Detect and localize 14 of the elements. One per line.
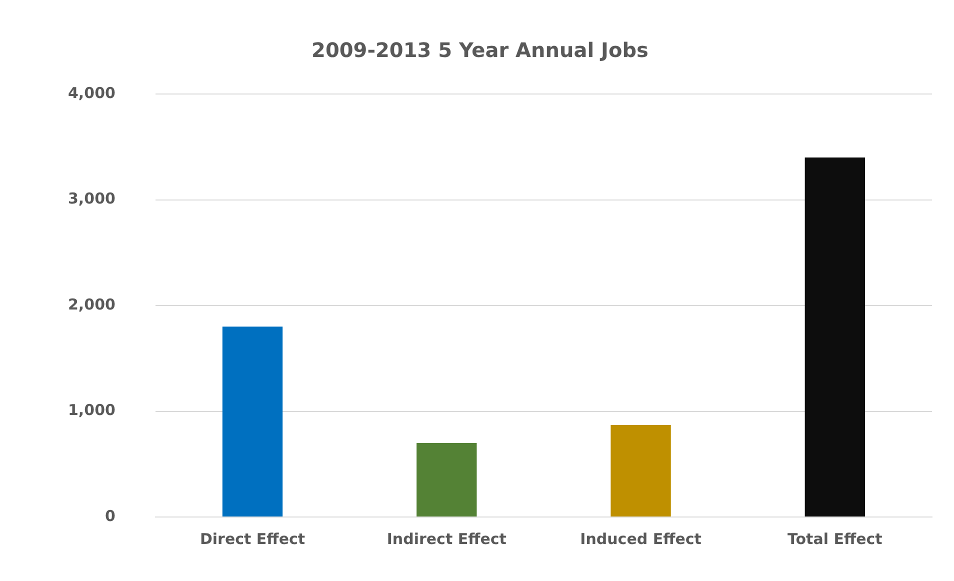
y-tick-label: 0 [105, 506, 116, 525]
chart-title: 2009-2013 5 Year Annual Jobs [312, 38, 648, 62]
x-tick-label: Indirect Effect [386, 530, 506, 548]
y-tick-label: 2,000 [68, 295, 116, 314]
y-tick-label: 1,000 [68, 401, 116, 420]
x-tick-label: Induced Effect [580, 530, 702, 548]
bar [416, 442, 477, 516]
bar [222, 326, 283, 516]
y-tick-label: 3,000 [68, 190, 116, 208]
x-tick-label: Direct Effect [200, 530, 306, 548]
y-tick-label: 4,000 [68, 84, 116, 102]
bar [610, 425, 671, 516]
x-tick-label: Total Effect [788, 530, 882, 548]
bar [804, 157, 866, 516]
